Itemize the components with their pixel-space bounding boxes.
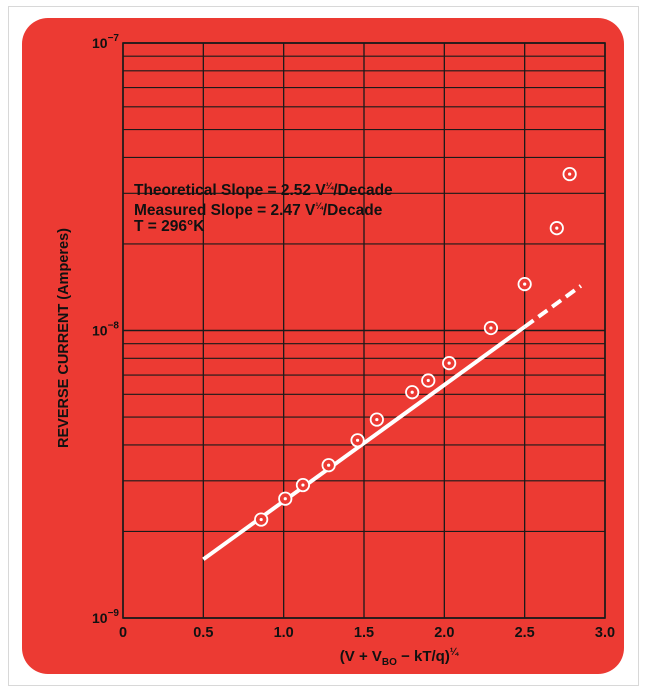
data-point — [321, 458, 336, 473]
data-point — [254, 512, 269, 527]
x-tick-label: 3.0 — [595, 625, 615, 641]
data-point — [517, 277, 532, 292]
y-tick-label: 10−7 — [92, 33, 119, 51]
data-point-dot — [410, 390, 414, 394]
data-point-dot — [301, 483, 305, 487]
data-point — [549, 221, 564, 236]
data-point-dot — [489, 326, 493, 330]
data-point — [442, 356, 457, 371]
data-point-dot — [259, 517, 263, 522]
x-tick-label: 2.5 — [515, 625, 535, 641]
data-point — [295, 477, 311, 493]
grid — [122, 42, 606, 619]
plot-border — [122, 42, 606, 619]
data-point — [562, 166, 577, 182]
data-point — [405, 385, 420, 400]
data-point-dot — [327, 463, 331, 467]
annotation-measured-slope: Measured Slope = 2.47 V¼/Decade — [134, 201, 383, 220]
data-point-dot — [447, 361, 451, 365]
data-point-dot — [426, 378, 430, 383]
x-tick-label: 2.0 — [434, 625, 454, 641]
y-tick-label: 10−8 — [92, 321, 119, 339]
x-tick-label: 0.5 — [193, 625, 213, 641]
x-tick-label: 1.5 — [354, 625, 374, 641]
data-point — [369, 412, 384, 427]
data-point — [421, 373, 436, 388]
data-point-dot — [375, 417, 379, 422]
x-tick-label: 1.0 — [274, 625, 294, 641]
data-point-dot — [283, 497, 287, 501]
y-tick-label: 10−9 — [92, 608, 119, 626]
annotation-temperature: T = 296°K — [134, 218, 205, 235]
data-point — [483, 320, 499, 336]
axis-ticks: 0 0.5 1.0 1.5 2.0 2.5 3.0 10−7 10−8 10−9 — [92, 33, 615, 641]
fit-line-extrapolated — [523, 284, 583, 329]
data-point — [350, 433, 365, 448]
data-point-dot — [523, 282, 527, 286]
x-tick-label: 0 — [119, 625, 127, 641]
y-axis-label: REVERSE CURRENT (Amperes) — [56, 228, 72, 448]
annotation-theoretical-slope: Theoretical Slope = 2.52 V¼/Decade — [134, 181, 393, 200]
data-point-dot — [555, 226, 559, 230]
x-axis-label: (V + VBO − kT/q)¼ — [340, 647, 459, 668]
data-series — [202, 166, 583, 561]
data-point-dot — [355, 438, 360, 442]
data-point-dot — [568, 172, 572, 176]
data-point — [278, 491, 293, 506]
